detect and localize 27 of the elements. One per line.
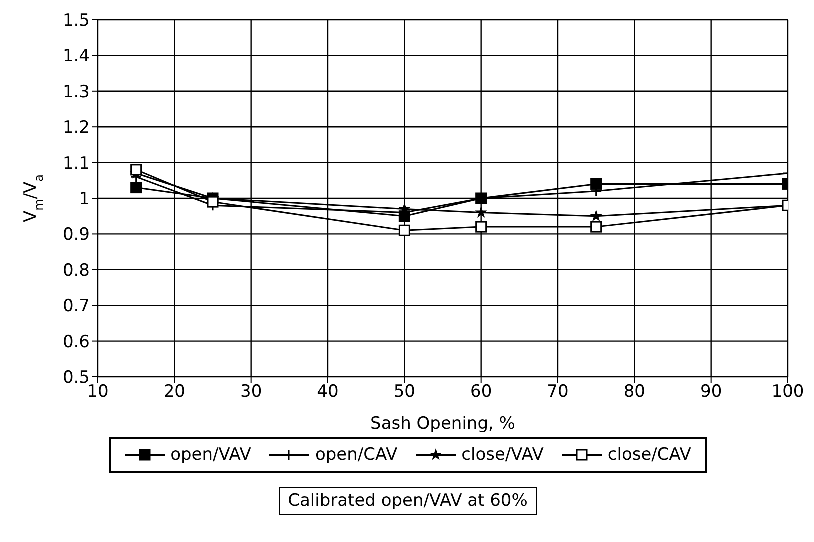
text: Calibrated open/VAV at 60%: [279, 487, 537, 515]
y-tick-label: 0.7: [62, 296, 90, 317]
x-tick-label: 90: [700, 382, 722, 402]
y-tick-label: 1: [79, 190, 90, 210]
x-tick-label: 10: [87, 382, 109, 402]
x-tick-label: 20: [164, 382, 186, 402]
y-tick-label: 0.6: [62, 332, 90, 352]
y-tick-label: 0.8: [62, 260, 90, 281]
x-tick-label: 70: [547, 382, 569, 402]
x-tick-label: 100: [772, 382, 804, 402]
y-tick-label: 1.4: [62, 46, 90, 67]
y-tick-label: 0.9: [62, 225, 90, 246]
legend-label: open/VAV: [170, 445, 252, 465]
y-tick-label: 1.5: [62, 11, 90, 32]
y-tick-label: 1.2: [62, 118, 90, 138]
x-tick-label: 30: [240, 382, 262, 402]
x-tick-label: 60: [470, 382, 492, 402]
x-tick-label: 40: [317, 382, 339, 402]
legend-label: close/CAV: [608, 445, 692, 465]
y-tick-label: 0.5: [62, 368, 90, 388]
x-tick-label: 50: [394, 382, 416, 402]
y-tick-label: 1.1: [62, 154, 90, 174]
legend-label: open/CAV: [315, 445, 398, 465]
x-axis-title: Sash Opening, %: [370, 414, 516, 434]
legend-label: close/VAV: [462, 445, 544, 465]
x-tick-label: 80: [624, 382, 646, 402]
y-tick-label: 1.3: [62, 82, 90, 102]
